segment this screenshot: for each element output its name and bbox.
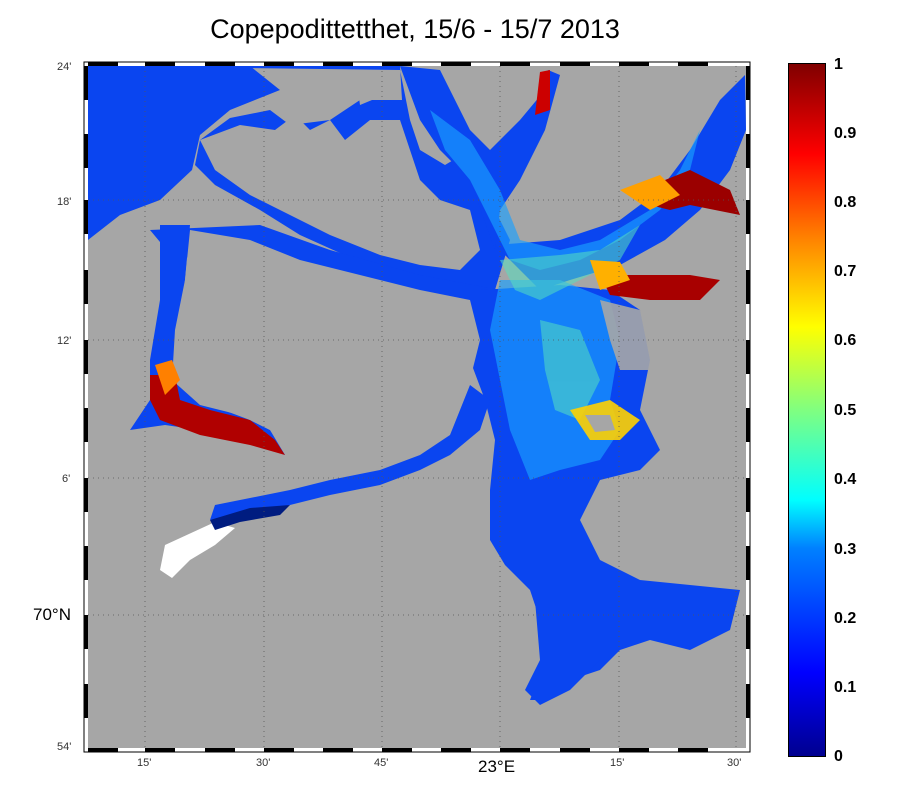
hotspots bbox=[150, 70, 740, 455]
colorbar-label-0: 0 bbox=[834, 748, 843, 765]
colorbar-label-0.9: 0.9 bbox=[834, 125, 857, 142]
colorbar-label-1: 1 bbox=[834, 56, 843, 73]
higher-density-zones bbox=[500, 225, 640, 420]
lat-tick-12: 12' bbox=[57, 335, 72, 347]
lat-tick-54: 54' bbox=[57, 741, 72, 753]
lat-tick-70n: 70°N bbox=[33, 605, 71, 624]
map-frame bbox=[83, 61, 751, 753]
colorbar-label-0.8: 0.8 bbox=[834, 194, 857, 211]
colorbar-label-0.5: 0.5 bbox=[834, 402, 857, 419]
lon-tick-45: 45' bbox=[374, 757, 389, 769]
lon-tick-30-w: 30' bbox=[256, 757, 271, 769]
map-title: Copepodittetthet, 15/6 - 15/7 2013 bbox=[210, 14, 620, 44]
no-data-area bbox=[160, 522, 235, 578]
colorbar-label-0.6: 0.6 bbox=[834, 332, 857, 349]
lon-tick-23e: 23°E bbox=[478, 757, 516, 776]
graticule bbox=[88, 66, 746, 748]
lon-tick-30-e: 30' bbox=[727, 757, 742, 769]
lat-tick-18: 18' bbox=[57, 196, 72, 208]
lon-tick-15-e: 15' bbox=[610, 757, 625, 769]
colorbar bbox=[788, 63, 826, 757]
colorbar-label-0.7: 0.7 bbox=[834, 263, 857, 280]
islands bbox=[180, 70, 660, 440]
lat-tick-24: 24' bbox=[57, 61, 72, 73]
colorbar-label-0.3: 0.3 bbox=[834, 541, 857, 558]
colorbar-label-0.4: 0.4 bbox=[834, 471, 857, 488]
colorbar-label-0.1: 0.1 bbox=[834, 679, 857, 696]
dark-fjord-tip bbox=[210, 505, 290, 530]
lat-tick-6: 6' bbox=[62, 473, 71, 485]
colorbar-label-0.2: 0.2 bbox=[834, 610, 857, 627]
lon-tick-15-w: 15' bbox=[137, 757, 152, 769]
